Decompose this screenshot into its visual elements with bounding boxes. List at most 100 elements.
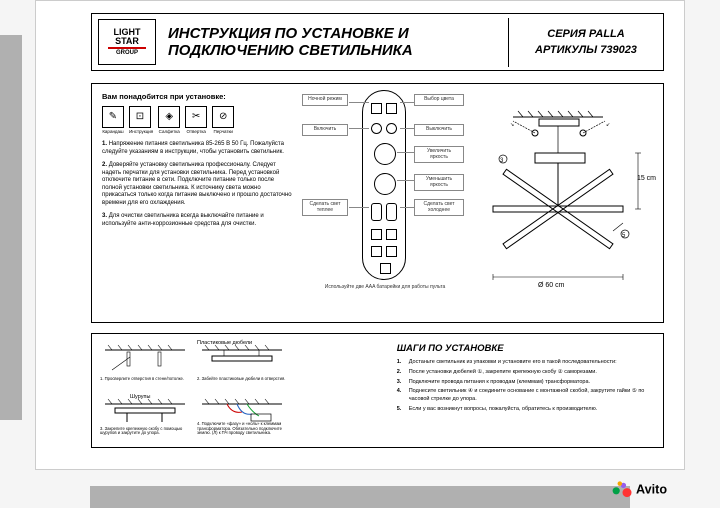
diagram-3: Шурупы 3. Закрепите крепежную скобу с по… bbox=[100, 394, 190, 436]
remote-btn-on bbox=[371, 123, 382, 134]
install-diagrams: 1. Просверлите отверстия в стене/потолке… bbox=[92, 334, 387, 447]
tool-item: ⊘Перчатки bbox=[212, 106, 234, 135]
remote-btn-off bbox=[386, 123, 397, 134]
p1-num: 1. bbox=[102, 141, 107, 147]
step-4: 4.Поднесите светильник ④ и соедините осн… bbox=[397, 388, 653, 403]
page-title: ИНСТРУКЦИЯ ПО УСТАНОВКЕ И ПОДКЛЮЧЕНИЮ СВ… bbox=[156, 25, 508, 60]
cloth-icon: ◈ bbox=[158, 106, 180, 128]
label-preset: Выбор цвета bbox=[414, 94, 464, 106]
paragraph-3: 3. Для очистки светильника всегда выключ… bbox=[102, 213, 292, 228]
remote-control bbox=[362, 90, 406, 280]
label-off: Выключить bbox=[414, 124, 464, 136]
diag4-text: 4. Подключите «фазу» и «ноль» к клеммам … bbox=[197, 422, 287, 436]
remote-btn-warm bbox=[371, 203, 382, 221]
title-l2: ПОДКЛЮЧЕНИЮ СВЕТИЛЬНИКА bbox=[168, 42, 508, 59]
diag2-title: Пластиковые дюбели bbox=[197, 340, 252, 346]
tool-label: Инструкция bbox=[129, 129, 153, 135]
step4-text: Поднесите светильник ④ и соедините основ… bbox=[409, 388, 653, 403]
diag1-text: 1. Просверлите отверстия в стене/потолке… bbox=[100, 377, 190, 382]
manual-icon: ⊡ bbox=[129, 106, 151, 128]
tool-label: Салфетка bbox=[158, 129, 180, 135]
gloves-icon: ⊘ bbox=[212, 106, 234, 128]
paragraph-2: 2. Доверяйте установку светильника профе… bbox=[102, 162, 292, 207]
pencil-icon: ✎ bbox=[102, 106, 124, 128]
tools-row: ✎Карандаш ⊡Инструкция ◈Салфетка ✂Отвертк… bbox=[102, 106, 292, 135]
tool-item: ◈Салфетка bbox=[158, 106, 180, 135]
label-bright-dn: Уменьшить яркость bbox=[414, 174, 464, 191]
connector bbox=[397, 152, 414, 153]
label-bright-up: Увеличить яркость bbox=[414, 146, 464, 163]
tool-item: ⊡Инструкция bbox=[129, 106, 153, 135]
tool-label: Карандаш bbox=[102, 129, 124, 135]
remote-btn-b4 bbox=[386, 246, 397, 257]
logo: LIGHT STAR GROUP bbox=[98, 19, 156, 65]
remote-btn-tr bbox=[386, 103, 397, 114]
steps-title: ШАГИ ПО УСТАНОВКЕ bbox=[397, 342, 653, 355]
tool-item: ✎Карандаш bbox=[102, 106, 124, 135]
tool-label: Перчатки bbox=[212, 129, 234, 135]
p2-text: Доверяйте установку светильника професси… bbox=[102, 162, 292, 206]
tool-item: ✂Отвертка bbox=[185, 106, 207, 135]
series-block: СЕРИЯ PALLA АРТИКУЛЫ 739023 bbox=[508, 18, 663, 67]
header: LIGHT STAR GROUP ИНСТРУКЦИЯ ПО УСТАНОВКЕ… bbox=[91, 13, 664, 71]
remote-btn-tl bbox=[371, 103, 382, 114]
remote-btn-b5 bbox=[380, 263, 391, 274]
connector bbox=[400, 128, 414, 129]
label-night: Ночной режим bbox=[302, 94, 348, 106]
remote-btn-b3 bbox=[371, 246, 382, 257]
connector bbox=[349, 207, 369, 208]
you-will-need: Вам понадобится при установке: bbox=[102, 92, 292, 101]
step1-text: Достаньте светильник из упаковки и устан… bbox=[409, 359, 653, 367]
series-name: СЕРИЯ PALLA bbox=[513, 26, 659, 43]
label-on: Включить bbox=[302, 124, 348, 136]
steps-box: 1. Просверлите отверстия в стене/потолке… bbox=[91, 333, 664, 448]
avito-text: Avito bbox=[636, 483, 667, 497]
remote-battery-note: Используйте две AAA батарейки для работы… bbox=[320, 284, 450, 290]
svg-text:↘: ↘ bbox=[510, 122, 514, 128]
step-1: 1.Достаньте светильник из упаковки и уст… bbox=[397, 359, 653, 367]
step2-text: После установки дюбелей ①, закрепите кре… bbox=[409, 369, 653, 377]
instruction-page: LIGHT STAR GROUP ИНСТРУКЦИЯ ПО УСТАНОВКЕ… bbox=[35, 0, 685, 470]
article-number: АРТИКУЛЫ 739023 bbox=[513, 42, 659, 59]
p1-text: Напряжение питания светильника 85-265 В … bbox=[102, 141, 284, 155]
connector bbox=[349, 102, 369, 103]
steps-text-column: ШАГИ ПО УСТАНОВКЕ 1.Достаньте светильник… bbox=[387, 334, 663, 447]
diag3-title: Шурупы bbox=[130, 394, 150, 400]
connector bbox=[397, 180, 414, 181]
p3-text: Для очистки светильника всегда выключайт… bbox=[102, 213, 264, 227]
step3-text: Подключите провода питания к проводам (к… bbox=[409, 379, 653, 387]
step-5: 5.Если у вас возникнут вопросы, пожалуйс… bbox=[397, 406, 653, 414]
svg-text:↙: ↙ bbox=[606, 122, 610, 128]
diagram-2: Пластиковые дюбели 2. Забейте пластиковы… bbox=[197, 340, 287, 382]
title-l1: ИНСТРУКЦИЯ ПО УСТАНОВКЕ И bbox=[168, 25, 508, 42]
connector bbox=[349, 128, 369, 129]
p3-num: 3. bbox=[102, 213, 107, 219]
connector bbox=[400, 207, 414, 208]
left-gray-bar bbox=[0, 35, 22, 420]
diag2-text: 2. Забейте пластиковые дюбели в отверсти… bbox=[197, 377, 287, 382]
diagram-1: 1. Просверлите отверстия в стене/потолке… bbox=[100, 340, 190, 382]
paragraph-1: 1. Напряжение питания светильника 85-265… bbox=[102, 141, 292, 156]
logo-underline bbox=[108, 47, 146, 49]
label-cold: Сделать свет холоднее bbox=[414, 199, 464, 216]
main-diagram-box: Вам понадобится при установке: ✎Карандаш… bbox=[91, 83, 664, 323]
remote-btn-b2 bbox=[386, 229, 397, 240]
step-3: 3.Подключите провода питания к проводам … bbox=[397, 379, 653, 387]
remote-btn-center1 bbox=[374, 143, 396, 165]
step5-text: Если у вас возникнут вопросы, пожалуйста… bbox=[409, 406, 653, 414]
tool-label: Отвертка bbox=[185, 129, 207, 135]
remote-btn-center2 bbox=[374, 173, 396, 195]
p2-num: 2. bbox=[102, 162, 107, 168]
remote-btn-cold bbox=[386, 203, 397, 221]
dim-width: Ø 60 cm bbox=[538, 282, 564, 289]
instructions-column: Вам понадобится при установке: ✎Карандаш… bbox=[102, 92, 292, 234]
label-warm: Сделать свет теплее bbox=[302, 199, 348, 216]
avito-watermark: Avito bbox=[609, 480, 690, 498]
diag3-text: 3. Закрепите крепежную скобу с помощью ш… bbox=[100, 427, 190, 436]
remote-btn-b1 bbox=[371, 229, 382, 240]
dim-height: 15 cm bbox=[637, 175, 656, 182]
product-diagram: ↘ ↙ 5 bbox=[473, 99, 648, 299]
step-2: 2.После установки дюбелей ①, закрепите к… bbox=[397, 369, 653, 377]
logo-line3: GROUP bbox=[116, 50, 138, 56]
connector bbox=[400, 102, 414, 103]
